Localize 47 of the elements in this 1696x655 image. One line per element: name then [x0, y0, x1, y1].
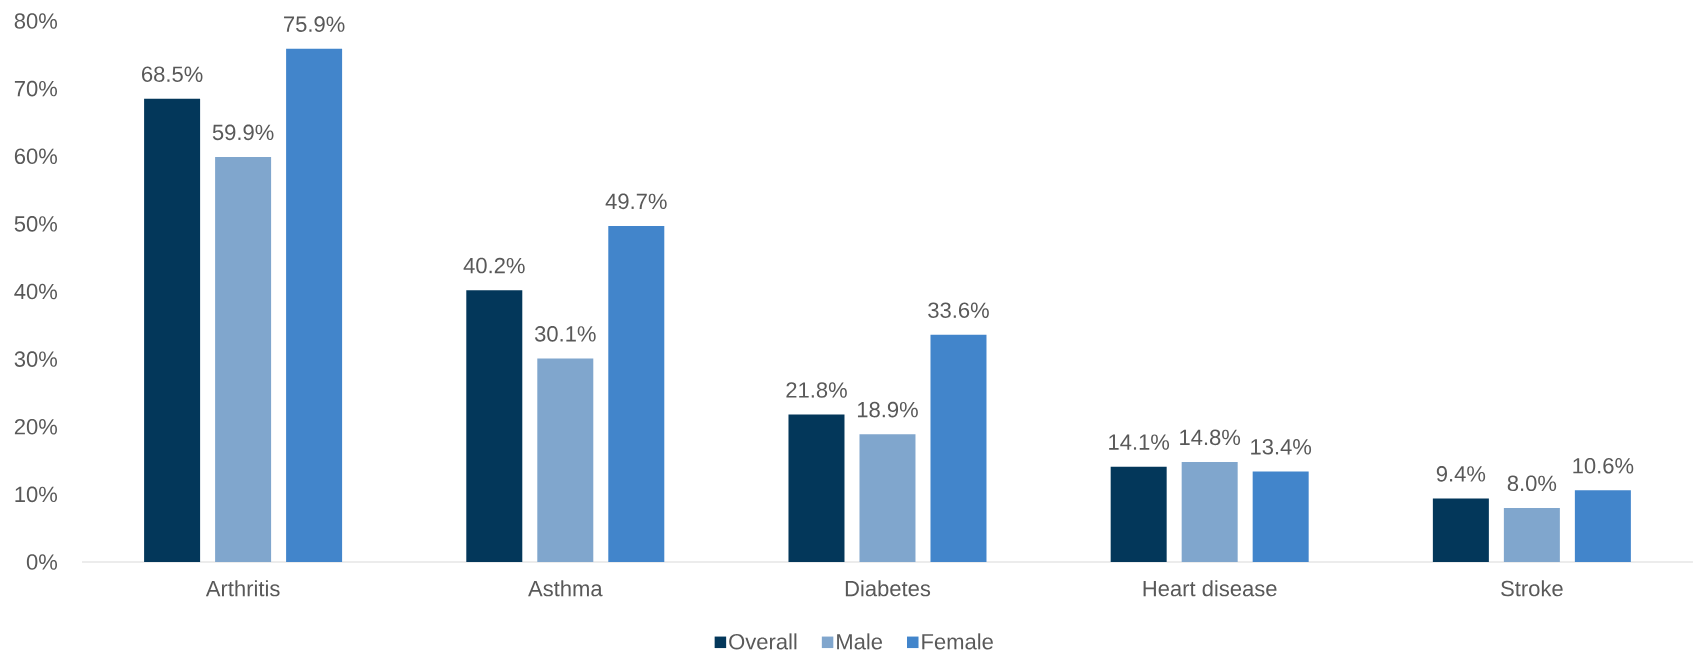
x-tick-label: Diabetes: [845, 580, 931, 597]
legend-label: Female: [922, 633, 993, 650]
data-label: 40.2%: [463, 257, 525, 274]
data-label: 18.9%: [857, 401, 918, 418]
y-tick-label: 30%: [14, 351, 58, 368]
data-label: 8.0%: [1507, 475, 1557, 492]
bar: [537, 358, 594, 563]
bar: [1432, 498, 1489, 563]
y-tick-label: 0%: [26, 554, 58, 570]
bar: [788, 414, 845, 563]
x-tick-label: Arthritis: [205, 580, 280, 597]
data-label: 75.9%: [284, 16, 345, 33]
bar: [1110, 466, 1167, 563]
y-tick-label: 50%: [14, 216, 58, 232]
bar: [608, 226, 665, 563]
bar: [930, 334, 987, 563]
data-label: 21.8%: [786, 382, 847, 398]
data-label: 10.6%: [1573, 458, 1634, 474]
x-tick-label: Stroke: [1501, 580, 1563, 597]
data-label: 30.1%: [534, 326, 596, 342]
bar: [144, 98, 201, 563]
x-tick-label: Heart disease: [1143, 580, 1277, 597]
bar: [1574, 490, 1631, 563]
data-label: 68.5%: [142, 66, 203, 83]
y-tick-label: 60%: [14, 148, 58, 165]
bar: [1181, 462, 1238, 563]
y-tick-label: 70%: [14, 80, 58, 97]
data-label: 33.6%: [928, 302, 989, 319]
data-label: 14.8%: [1180, 429, 1241, 446]
bar: [215, 157, 272, 563]
bar: [1503, 508, 1560, 563]
legend-label: Overall: [729, 633, 797, 650]
bar: [286, 48, 343, 563]
data-label: 9.4%: [1436, 466, 1486, 482]
y-tick-label: 40%: [14, 283, 58, 300]
bar: [466, 290, 523, 563]
bar: [1252, 471, 1309, 563]
x-tick-label: Asthma: [528, 580, 603, 597]
y-tick-label: 20%: [14, 419, 58, 435]
y-tick-label: 10%: [15, 486, 58, 503]
y-tick-label: 80%: [14, 13, 58, 29]
legend-label: Male: [837, 633, 883, 650]
data-label: 14.1%: [1109, 434, 1170, 450]
data-label: 13.4%: [1251, 439, 1312, 455]
data-label: 49.7%: [605, 193, 667, 210]
data-label: 59.9%: [212, 124, 274, 141]
bar: [859, 434, 916, 563]
